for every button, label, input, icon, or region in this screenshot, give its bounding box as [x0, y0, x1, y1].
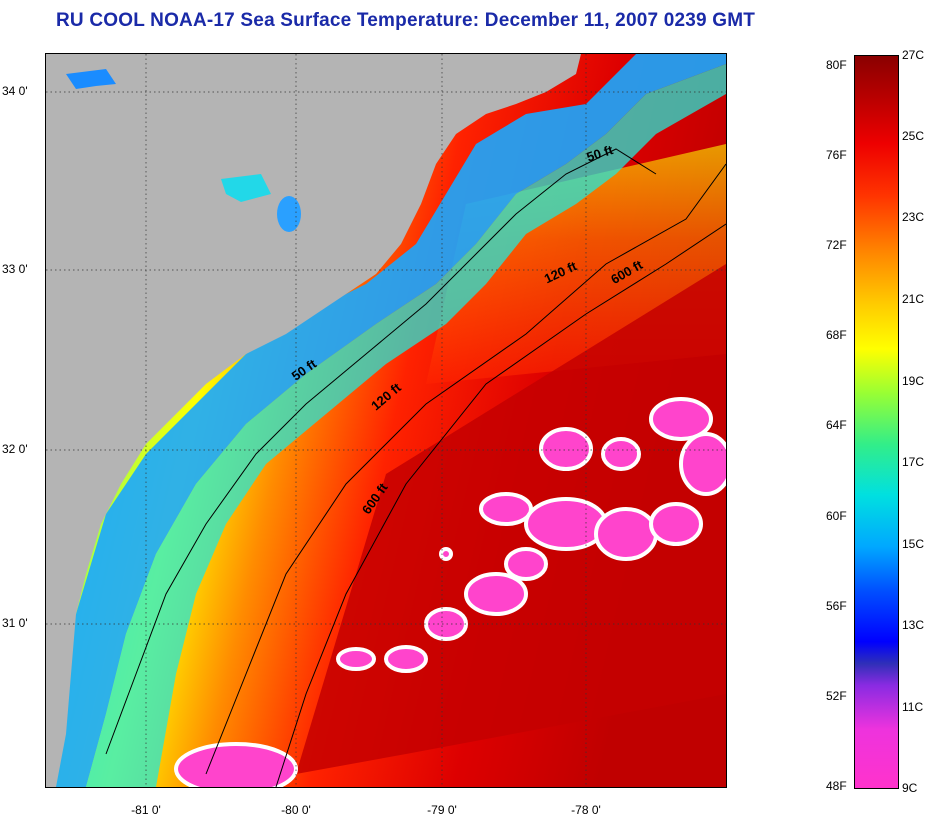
colorbar-fahrenheit-label: 76F: [826, 148, 847, 162]
colorbar-celsius-label: 11C: [902, 700, 924, 714]
contour-600ft: [275, 223, 726, 787]
latitude-label: 32 0': [2, 442, 28, 456]
map-title: RU COOL NOAA-17 Sea Surface Temperature:…: [56, 10, 756, 31]
colorbar-fahrenheit-label: 80F: [826, 58, 847, 72]
coastal-cyan-band: [86, 64, 726, 787]
bathymetry-contours: [105, 148, 726, 787]
sst-map-canvas: [46, 54, 726, 787]
colorbar-fahrenheit-label: 52F: [826, 689, 847, 703]
colorbar-celsius-label: 21C: [902, 292, 925, 306]
colorbar-fahrenheit-label: 60F: [826, 509, 847, 523]
longitude-label: -80 0': [281, 803, 311, 817]
land: [46, 54, 581, 787]
colorbar-fahrenheit-label: 56F: [826, 599, 847, 613]
longitude-label: -79 0': [427, 803, 457, 817]
temperature-colorbar: [854, 55, 899, 789]
inland-lake: [66, 69, 116, 89]
inland-lake: [221, 174, 271, 202]
sst-map[interactable]: [45, 53, 727, 788]
colorbar-celsius-label: 15C: [902, 537, 925, 551]
latitude-label: 31 0': [2, 616, 28, 630]
colorbar-celsius-label: 23C: [902, 210, 925, 224]
longitude-label: -81 0': [131, 803, 161, 817]
contour-120ft: [205, 163, 726, 775]
colorbar-fahrenheit-label: 68F: [826, 328, 847, 342]
colorbar-fahrenheit-label: 72F: [826, 238, 847, 252]
colorbar-fahrenheit-label: 64F: [826, 418, 847, 432]
inland-lake: [277, 196, 301, 232]
latitude-label: 33 0': [2, 262, 28, 276]
colorbar-celsius-label: 13C: [902, 618, 925, 632]
colorbar-celsius-label: 9C: [902, 781, 918, 795]
contour-50ft: [105, 148, 657, 755]
latitude-label: 34 0': [2, 84, 28, 98]
colorbar-celsius-label: 27C: [902, 48, 925, 62]
longitude-label: -78 0': [571, 803, 601, 817]
graticule: [46, 54, 726, 787]
colorbar-celsius-label: 25C: [902, 129, 925, 143]
cloud-mask-areas: [174, 397, 726, 787]
colorbar-celsius-label: 19C: [902, 374, 925, 388]
colorbar-celsius-label: 17C: [902, 455, 925, 469]
colorbar-fahrenheit-label: 48F: [826, 779, 847, 793]
coastal-cool-band: [46, 54, 726, 787]
